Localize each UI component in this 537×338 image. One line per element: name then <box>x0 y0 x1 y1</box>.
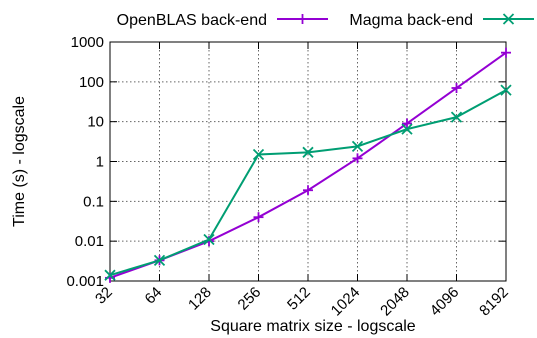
x-tick-label: 8192 <box>476 284 512 320</box>
data-point-magma-back-end <box>252 148 265 161</box>
y-tick-label: 0.001 <box>66 273 104 290</box>
data-point-magma-back-end <box>450 111 463 123</box>
legend: OpenBLAS back-end Magma back-end <box>117 12 534 29</box>
grid-lines <box>110 42 506 281</box>
legend-label: Magma back-end <box>349 12 473 29</box>
data-point-openblas-back-end <box>402 118 412 129</box>
data-point-openblas-back-end <box>451 83 462 94</box>
x-tick-label: 64 <box>142 284 166 308</box>
legend-item-magma-back-end: Magma back-end <box>349 12 534 29</box>
y-tick-label: 10 <box>87 114 104 131</box>
y-axis-title: Time (s) - logscale <box>11 96 28 227</box>
data-point-magma-back-end <box>302 146 314 158</box>
data-point-openblas-back-end <box>352 153 363 164</box>
data-point-openblas-back-end <box>303 185 313 196</box>
legend-label: OpenBLAS back-end <box>117 12 267 29</box>
x-tick-label: 1024 <box>328 284 364 320</box>
legend-item-openblas-back-end: OpenBLAS back-end <box>117 12 328 29</box>
data-point-openblas-back-end <box>501 47 511 58</box>
x-axis-title: Square matrix size - logscale <box>210 318 416 335</box>
x-tick-label: 2048 <box>377 284 413 320</box>
legend-marker <box>297 14 308 24</box>
y-tick-label: 0.1 <box>83 193 104 210</box>
data-point-magma-back-end <box>153 254 166 266</box>
series-magma-back-end <box>104 84 512 281</box>
x-tick-label: 128 <box>185 284 215 314</box>
x-tick-label: 4096 <box>427 284 463 320</box>
legend-marker <box>502 13 515 25</box>
x-tick-label: 256 <box>235 284 265 314</box>
x-tick-label: 512 <box>284 284 314 314</box>
y-tick-label: 1000 <box>71 34 104 51</box>
data-point-openblas-back-end <box>253 212 264 223</box>
data-point-magma-back-end <box>203 233 215 246</box>
y-tick-label: 1 <box>96 154 104 171</box>
data-point-magma-back-end <box>500 84 512 96</box>
data-point-magma-back-end <box>401 123 413 135</box>
data-point-magma-back-end <box>104 269 116 281</box>
data-point-magma-back-end <box>351 140 364 152</box>
y-tick-label: 100 <box>79 74 104 91</box>
y-tick-label: 0.01 <box>75 233 104 250</box>
series-layer <box>104 47 512 283</box>
